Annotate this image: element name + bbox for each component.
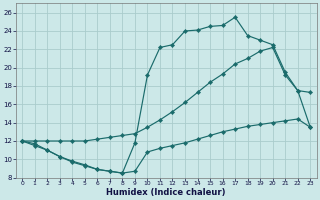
X-axis label: Humidex (Indice chaleur): Humidex (Indice chaleur)	[107, 188, 226, 197]
